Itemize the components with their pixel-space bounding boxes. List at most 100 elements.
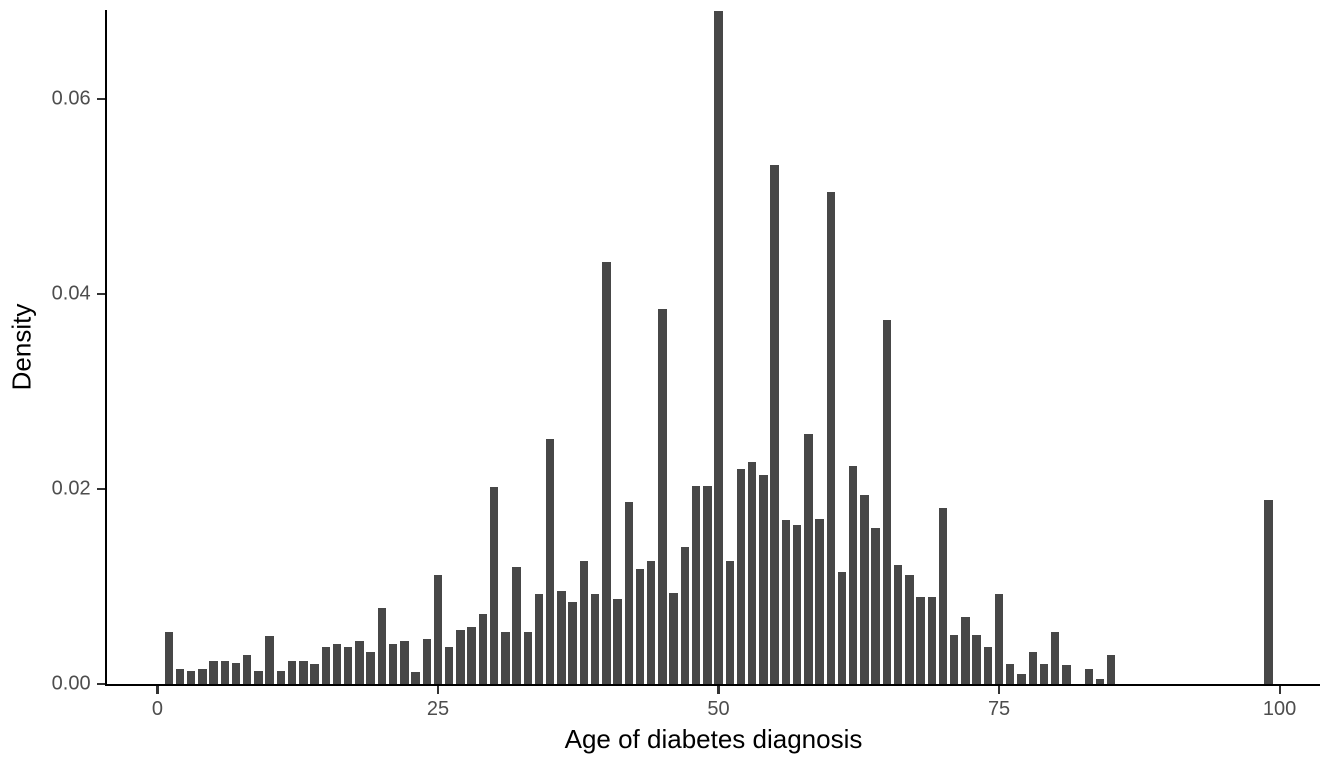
histogram-bar <box>186 671 196 684</box>
histogram-bar <box>1084 669 1094 684</box>
x-tick <box>717 686 720 695</box>
histogram-bar <box>590 594 600 684</box>
histogram-bar <box>1006 663 1015 684</box>
y-tick-label: 0.06 <box>51 87 91 110</box>
y-tick <box>96 487 105 490</box>
histogram-bar <box>512 566 521 684</box>
histogram-bar <box>478 613 488 684</box>
histogram-bar <box>175 669 185 684</box>
histogram-bar <box>557 591 566 684</box>
x-axis-line <box>104 684 1320 687</box>
histogram-bar <box>848 466 858 684</box>
histogram-bar <box>658 309 667 684</box>
histogram-bar <box>355 641 364 684</box>
y-axis-title: Density <box>6 303 37 391</box>
histogram-bar <box>534 594 544 684</box>
histogram-bar <box>310 663 319 684</box>
histogram-bar <box>669 593 678 684</box>
histogram-bar <box>905 574 914 684</box>
histogram-bar <box>613 599 622 684</box>
histogram-bar <box>366 651 375 684</box>
x-axis-title: Age of diabetes diagnosis <box>564 724 863 754</box>
histogram-bar <box>411 672 420 684</box>
x-tick-label: 25 <box>426 698 450 720</box>
histogram-bar <box>422 639 431 684</box>
histogram-bar <box>209 660 218 684</box>
y-tick-label: 0.02 <box>51 477 91 500</box>
histogram-bar <box>647 561 656 684</box>
histogram-bar <box>759 475 768 684</box>
histogram-bar <box>220 660 230 684</box>
histogram-bar <box>624 501 633 684</box>
x-tick <box>997 686 1001 695</box>
histogram-bar <box>725 561 734 684</box>
histogram-bar <box>388 644 398 684</box>
histogram-bar <box>579 561 589 684</box>
histogram-bar <box>287 660 297 684</box>
histogram-bar <box>198 669 207 684</box>
histogram-bar <box>568 602 577 684</box>
histogram-bar <box>770 165 779 684</box>
y-tick-label: 0.00 <box>51 672 91 695</box>
histogram-bar <box>961 616 970 684</box>
histogram-bar <box>949 635 959 684</box>
histogram-bar <box>265 636 274 684</box>
histogram-bar <box>546 439 555 684</box>
histogram-bar <box>804 434 813 684</box>
histogram-bar <box>602 261 611 684</box>
histogram-bar <box>916 597 925 684</box>
histogram-bar <box>1050 632 1060 684</box>
histogram-bar <box>254 671 263 684</box>
histogram-bar <box>860 494 869 684</box>
histogram-bar <box>523 632 532 684</box>
x-tick <box>436 686 440 695</box>
histogram-bar <box>1028 651 1037 684</box>
histogram-bar <box>276 671 286 684</box>
histogram-bar <box>680 547 690 684</box>
histogram-bar <box>1039 663 1049 684</box>
histogram-bar <box>635 568 645 684</box>
histogram-bar <box>781 520 791 684</box>
histogram-bar <box>826 192 835 684</box>
histogram-bar <box>231 662 241 684</box>
histogram-bar <box>467 627 476 684</box>
histogram-bar <box>1062 665 1071 684</box>
histogram-bar <box>792 525 802 684</box>
x-tick-label: 75 <box>987 698 1011 720</box>
histogram-bar <box>714 10 723 684</box>
histogram-bar <box>1264 499 1273 684</box>
histogram-bar <box>983 646 993 684</box>
histogram-bar <box>927 597 936 684</box>
histogram-bar <box>938 508 948 684</box>
histogram-bar <box>243 654 252 684</box>
x-tick <box>156 686 159 695</box>
histogram-bar <box>299 660 308 684</box>
histogram-bar <box>994 594 1004 684</box>
histogram-bar <box>501 632 510 684</box>
y-tick-label: 0.04 <box>51 282 91 305</box>
histogram-bar <box>456 630 465 684</box>
histogram-bar <box>736 469 746 684</box>
histogram-bar <box>882 320 892 684</box>
histogram-bar <box>400 641 409 684</box>
y-tick <box>96 682 105 686</box>
histogram-bar <box>332 644 342 684</box>
histogram-bar <box>703 485 712 684</box>
histogram-bar <box>1095 679 1105 684</box>
histogram-bar <box>445 646 454 684</box>
histogram-bar <box>815 519 824 684</box>
histogram-bar <box>837 571 847 684</box>
histogram-bar <box>433 574 443 684</box>
histogram-bar <box>164 632 173 684</box>
y-axis-line <box>104 10 107 687</box>
x-tick-label: 0 <box>151 698 164 720</box>
histogram-bar <box>1017 674 1026 684</box>
x-tick-label: 50 <box>707 698 730 720</box>
histogram-bar <box>489 486 499 684</box>
histogram-bar <box>1107 654 1116 684</box>
y-tick <box>96 97 105 100</box>
histogram-bar <box>344 646 353 684</box>
x-tick <box>1278 686 1281 695</box>
histogram-bar <box>972 635 981 684</box>
histogram-bar <box>893 565 903 684</box>
